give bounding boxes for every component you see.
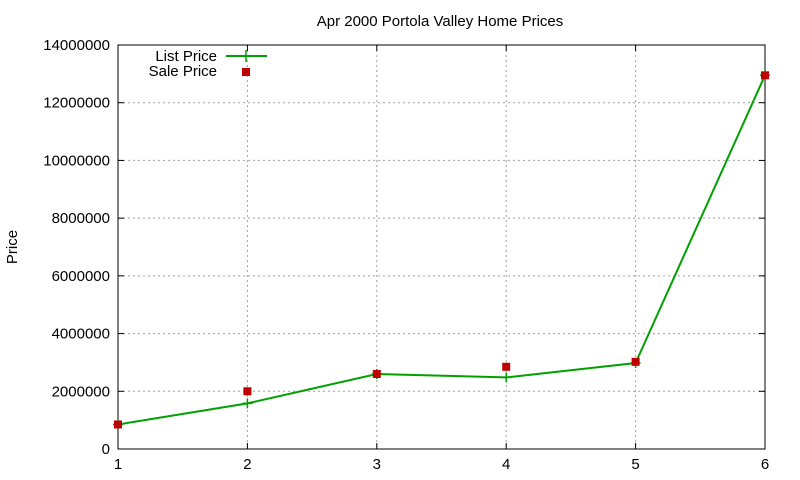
legend-label-sale-price: Sale Price (149, 63, 217, 80)
y-tick-label: 14000000 (43, 37, 110, 54)
legend: List Price Sale Price (149, 48, 267, 80)
y-tick-label: 12000000 (43, 95, 110, 112)
data-point-list-price (501, 372, 512, 383)
y-tick-label: 4000000 (52, 326, 110, 343)
chart-title: Apr 2000 Portola Valley Home Prices (317, 13, 564, 30)
x-tick-label: 1 (114, 456, 122, 473)
x-tick-label: 2 (243, 456, 251, 473)
axis-ticks: 1 2 3 4 5 6 0 2000000 4000000 6000000 8000000 10000… (43, 37, 769, 473)
y-tick-label: 2000000 (52, 383, 110, 400)
legend-label-list-price: List Price (155, 48, 217, 65)
y-tick-label: 6000000 (52, 268, 110, 285)
legend-marker-list-price (240, 50, 252, 62)
series-layer (113, 70, 770, 430)
data-point-sale-price (243, 387, 252, 396)
data-point-list-price (242, 398, 253, 409)
data-point-sale-price (114, 420, 122, 429)
x-tick-label: 5 (631, 456, 639, 473)
data-point-sale-price (502, 362, 511, 371)
y-tick-label: 10000000 (43, 152, 110, 169)
series-line-list-price (117, 74, 766, 426)
x-tick-label: 4 (502, 456, 510, 473)
y-axis-label: Price (4, 230, 21, 264)
y-tick-label: 8000000 (52, 210, 110, 227)
legend-marker-sale-price (242, 68, 250, 76)
data-point-sale-price (372, 369, 381, 378)
x-tick-label: 3 (373, 456, 381, 473)
grid (118, 45, 765, 449)
data-point-sale-price (761, 71, 769, 80)
plot-frame (117, 44, 766, 450)
data-point-sale-price (631, 357, 640, 366)
x-tick-label: 6 (761, 456, 769, 473)
y-tick-label: 0 (102, 441, 110, 458)
